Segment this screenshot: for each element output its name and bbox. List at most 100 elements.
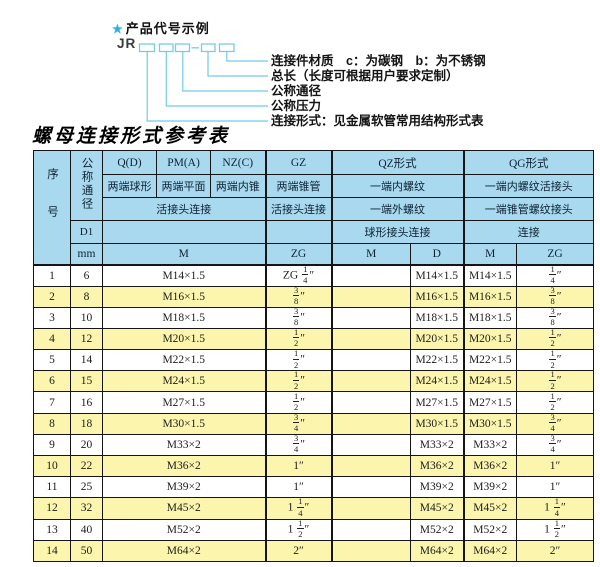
header-diameter: 公称通径	[70, 150, 103, 221]
cell-diameter-mm: 22	[70, 454, 103, 478]
cell-diameter-mm: 20	[70, 433, 103, 457]
cell-qz-d: M22×1.5	[410, 349, 465, 372]
cell-diameter-mm: 50	[70, 539, 103, 562]
cell-m-thread: M36×2	[102, 454, 267, 478]
code-box-1	[138, 43, 156, 53]
cell-qz-d: M30×1.5	[410, 412, 465, 435]
table-row: 11 25 M39×2 1″ M39×2 M39×2 1″	[33, 476, 594, 499]
table-row: 2 8 M16×1.5 3 8 ″ M16×1.5 M16×1.5 3 8 ″	[33, 285, 594, 308]
cell-qg-m: M16×1.5	[463, 285, 517, 308]
header-gz-desc: 两端锥管	[265, 174, 333, 198]
header-qg-connection: 连接	[463, 220, 594, 244]
cell-qz-m	[331, 454, 411, 478]
cell-qz-d: M24×1.5	[410, 370, 465, 393]
cell-qg-m: M33×2	[463, 433, 517, 457]
cell-serial: 9	[33, 433, 71, 457]
cell-qz-d: M52×2	[410, 518, 465, 541]
table-row: 8 18 M30×1.5 3 4 ″ M30×1.5 M30×1.5 3 4 ″	[33, 412, 594, 435]
cell-qz-d: M64×2	[410, 539, 465, 562]
cell-diameter-mm: 8	[70, 285, 103, 308]
diagram-heading: ★ 产品代号示例	[112, 18, 210, 37]
cell-zg-size: 1 2 ″	[265, 391, 333, 414]
leader-line-form	[146, 51, 268, 122]
cell-qg-m: M24×1.5	[463, 370, 517, 393]
cell-serial: 14	[33, 539, 71, 562]
cell-qg-m: M20×1.5	[463, 327, 517, 351]
cell-m-thread: M20×1.5	[102, 327, 267, 351]
cell-serial: 2	[33, 285, 71, 308]
cell-qg-m: M22×1.5	[463, 349, 517, 372]
cell-m-thread: M14×1.5	[102, 263, 267, 287]
cell-m-thread: M16×1.5	[102, 285, 267, 308]
cell-serial: 6	[33, 370, 71, 393]
cell-serial: 3	[33, 306, 71, 329]
cell-zg-size: 3 8 ″	[265, 306, 333, 329]
cell-serial: 8	[33, 412, 71, 435]
cell-qz-d: M20×1.5	[410, 327, 465, 351]
table-row: 5 14 M22×1.5 1 2 ″ M22×1.5 M22×1.5 1 2 ″	[33, 349, 594, 372]
header-qz-connection: 球形接头连接	[331, 220, 465, 244]
header-qg: QG形式	[463, 150, 594, 175]
cell-qg-zg: 2″	[516, 539, 594, 562]
table-row: 7 16 M27×1.5 1 2 ″ M27×1.5 M27×1.5 1 2 ″	[33, 391, 594, 414]
label-total-length: 总长（长度可根据用户要求定制）	[271, 68, 459, 83]
cell-zg-size: 1 1 2 ″	[265, 518, 333, 541]
leader-line-material	[226, 51, 268, 62]
header-qz-m: M	[331, 243, 411, 265]
cell-m-thread: M22×1.5	[102, 349, 267, 372]
cell-qg-zg: 1 2 ″	[516, 327, 594, 351]
cell-qg-zg: 3 4 ″	[516, 412, 594, 435]
cell-qg-m: M27×1.5	[463, 391, 517, 414]
cell-qz-d: M27×1.5	[410, 391, 465, 414]
cell-zg-size: 3 4 ″	[265, 433, 333, 457]
cell-qz-d: M18×1.5	[410, 306, 465, 329]
header-qz: QZ形式	[331, 150, 465, 175]
code-prefix: JR	[117, 36, 137, 51]
cell-diameter-mm: 12	[70, 327, 103, 351]
cell-diameter-mm: 10	[70, 306, 103, 329]
cell-qg-m: M36×2	[463, 454, 517, 478]
cell-m-thread: M64×2	[102, 539, 267, 562]
header-gz-unit: ZG	[265, 243, 333, 265]
header-pm: PM(A)	[156, 150, 211, 175]
cell-qz-m	[331, 497, 411, 520]
cell-diameter-mm: 40	[70, 518, 103, 541]
cell-qg-zg: 1 1 2 ″	[516, 518, 594, 541]
cell-qg-zg: 3 8 ″	[516, 306, 594, 329]
cell-m-thread: M52×2	[102, 518, 267, 541]
cell-zg-size: 1″	[265, 476, 333, 499]
table-title: 螺母连接形式参考表	[32, 125, 231, 147]
table-header: 序号 公称通径 Q(D) PM(A) NZ(C) GZ QZ形式 QG形式 两端…	[33, 150, 594, 265]
cell-qz-d: M33×2	[410, 433, 465, 457]
cell-serial: 12	[33, 497, 71, 520]
cell-m-thread: M45×2	[102, 497, 267, 520]
header-qg-m: M	[463, 243, 517, 265]
cell-qg-zg: 3 8 ″	[516, 285, 594, 308]
cell-zg-size: ZG 1 4 ″	[265, 263, 333, 287]
table-row: 14 50 M64×2 2″ M64×2 M64×2 2″	[33, 539, 594, 562]
cell-zg-size: 1 2 ″	[265, 370, 333, 393]
cell-diameter-mm: 25	[70, 476, 103, 499]
cell-diameter-mm: 16	[70, 391, 103, 414]
cell-qz-m	[331, 370, 411, 393]
cell-qg-zg: 3 4 ″	[516, 433, 594, 457]
cell-serial: 13	[33, 518, 71, 541]
cell-zg-size: 1″	[265, 454, 333, 478]
header-qz-desc2: 一端外螺纹	[331, 197, 465, 221]
cell-qg-m: M52×2	[463, 518, 517, 541]
cell-qz-d: M16×1.5	[410, 285, 465, 308]
cell-qg-zg: 1 2 ″	[516, 370, 594, 393]
cell-serial: 5	[33, 349, 71, 372]
cell-qz-m	[331, 476, 411, 499]
cell-zg-size: 1 2 ″	[265, 349, 333, 372]
cell-qg-zg: 1 2 ″	[516, 349, 594, 372]
header-gz-connection: 活接头连接	[265, 197, 333, 221]
header-qg-zg: ZG	[516, 243, 594, 265]
cell-qz-m	[331, 412, 411, 435]
cell-qg-m: M30×1.5	[463, 412, 517, 435]
cell-qg-zg: 1 1 4 ″	[516, 497, 594, 520]
cell-qg-m: M18×1.5	[463, 306, 517, 329]
header-qz-d: D	[410, 243, 465, 265]
diagram-heading-text: 产品代号示例	[125, 21, 210, 36]
cell-qg-m: M45×2	[463, 497, 517, 520]
